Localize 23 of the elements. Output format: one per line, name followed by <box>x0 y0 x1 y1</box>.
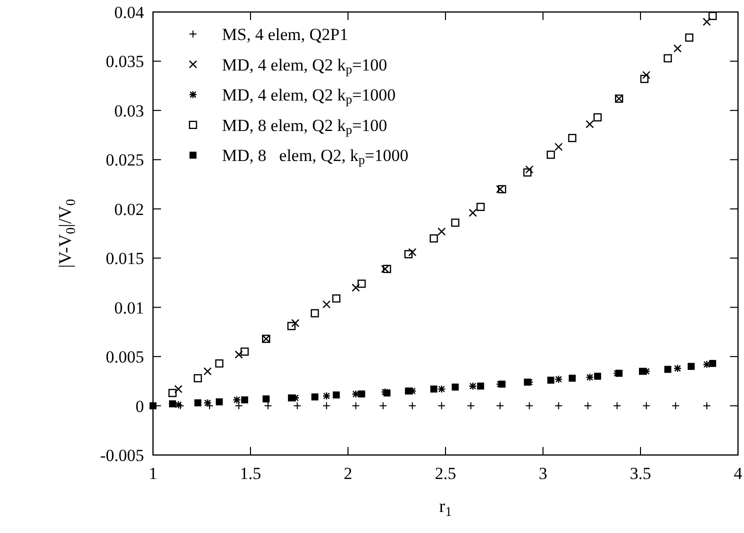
y-tick-label: 0.025 <box>106 150 144 170</box>
y-tick-label: 0.015 <box>106 249 144 268</box>
y-tick-label: 0.04 <box>114 3 144 22</box>
y-tick-label: 0.035 <box>106 52 144 72</box>
legend-label: MD, 4 elem, Q2 k$_{p}$=100 <box>222 55 388 77</box>
legend-label: MD, 4 elem, Q2 k$_{p}$=1000 <box>222 86 396 107</box>
y-tick-label: 0.005 <box>106 348 144 367</box>
legend-label: MS, 4 elem, Q2P1 <box>222 25 348 44</box>
y-tick-label: 0.02 <box>114 200 144 219</box>
legend-label: MD, 8 elem, Q2, k$_{p}$=1000 <box>222 146 408 168</box>
y-tick-label: 0.03 <box>114 101 144 120</box>
x-axis-title: r$_{1}$ <box>439 496 452 518</box>
x-tick-label: 2.5 <box>434 464 456 483</box>
x-tick-label: 3 <box>538 464 548 483</box>
y-tick-label: 0.01 <box>114 298 144 318</box>
x-tick-label: 3.5 <box>630 464 652 483</box>
x-tick-label: 2 <box>344 464 352 483</box>
legend-label: MD, 8 elem, Q2 k$_{p}$=100 <box>222 116 388 138</box>
y-tick-label: 0 <box>136 396 144 416</box>
x-tick-label: 4 <box>734 464 743 483</box>
x-tick-label: 1 <box>148 464 158 483</box>
x-tick-label: 1.5 <box>240 464 262 483</box>
y-tick-label: -0.005 <box>100 446 144 465</box>
